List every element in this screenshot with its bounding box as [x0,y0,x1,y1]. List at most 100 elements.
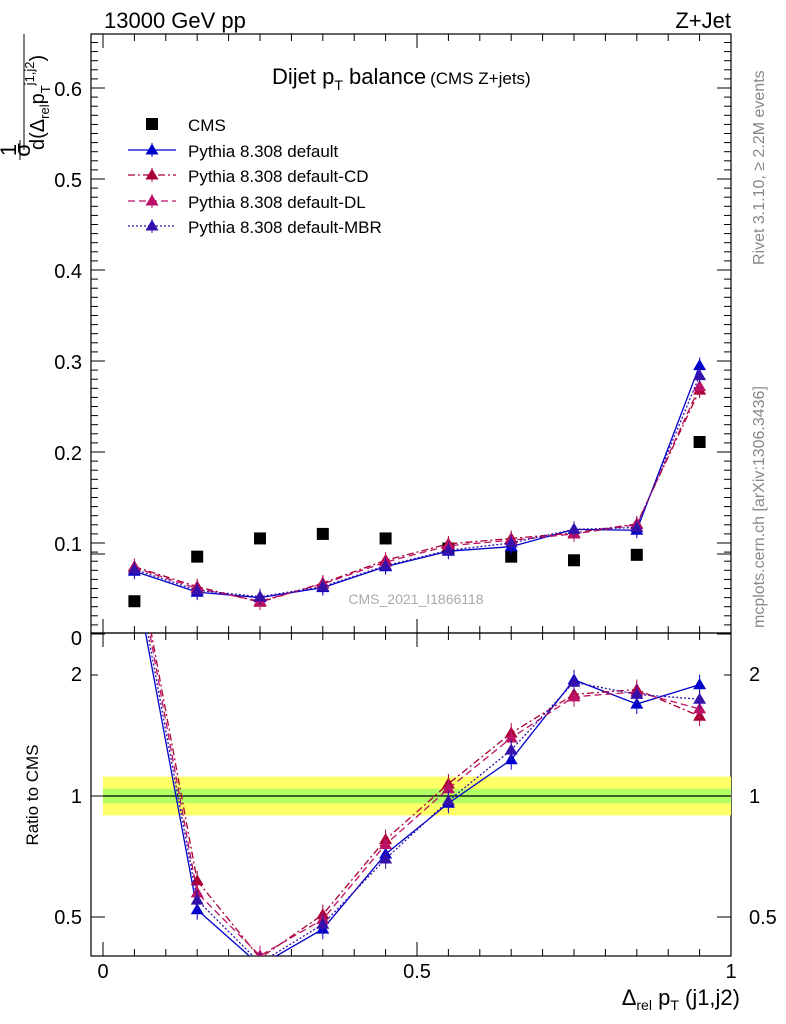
y-tick-label: 0.5 [54,170,82,192]
x-axis-label: Δrel pT (j1,j2) [622,985,740,1013]
y-axis-label: 1 σ dσ d(ΔrelpTj1,j2) [0,34,53,160]
data-point-cms [630,548,643,561]
data-point-cms [693,435,706,448]
ratio-point [504,731,518,743]
x-tick-label: 0.5 [403,961,431,983]
data-point [379,559,393,571]
data-point [693,359,707,371]
data-point-cms [128,595,141,608]
x-tick-label: 0 [97,961,108,983]
series-line [134,375,701,598]
series-1 [127,357,707,606]
x-tick-labels: 0 0.5 1 [97,961,736,983]
series-line [134,386,701,602]
ratio-point [190,874,204,886]
axis-ticks [91,34,732,956]
ratio-y-tick-label: 1 [71,786,82,808]
y-tick-label: 0.2 [54,443,82,465]
ratio-y-tick-label-right: 2 [749,664,760,686]
ratio-point [254,956,267,967]
legend-label-cms: CMS [188,116,226,135]
ratio-point [504,743,518,755]
ratio-point [379,852,393,864]
ratio-point [128,543,141,554]
data-point-cms [379,532,392,545]
ratio-point [693,692,707,704]
ratio-y-tick-label-right: 1 [749,786,760,808]
ratio-line [147,633,700,956]
ratio-line [149,633,700,956]
ratio-point [630,687,644,699]
ratio-y-tick-label: 0.5 [54,907,82,929]
legend-marker-cms [146,118,158,130]
ratio-series-4 [147,633,707,967]
ratio-point [316,917,330,929]
main-series [127,357,707,611]
ratio-point [379,837,393,849]
series-0 [128,435,706,608]
legend-marker [145,219,159,231]
data-point [316,580,330,592]
y-tick-label: 0.4 [54,261,82,283]
ratio-uncertainty-band [103,776,731,816]
svg-text:σ: σ [10,143,35,157]
mcplots-label: mcplots.cern.ch [arXiv:1306.3436] [751,386,768,628]
data-point-cms [568,554,580,567]
data-point-cms [254,532,266,545]
legend-label-default: Pythia 8.308 default [188,142,339,161]
main-plot-frame [90,33,732,634]
x-tick-label: 1 [725,961,736,983]
ratio-point [128,535,141,546]
y-tick-label: 0.3 [54,352,82,374]
ratio-line [150,633,700,956]
legend-marker [145,194,159,206]
legend-label-mbr: Pythia 8.308 default-MBR [188,218,382,237]
svg-text:d(ΔrelpTj1,j2): d(ΔrelpTj1,j2) [22,55,53,150]
data-point [630,521,644,533]
series-2 [127,382,707,611]
series-line [134,389,701,603]
ratio-y-tick-labels: 0.5 1 2 0.5 1 2 [54,664,777,929]
series-3 [127,378,707,610]
data-point [253,590,267,602]
y-tick-label: 0.6 [54,79,82,101]
header-left: 13000 GeV pp [104,8,246,33]
data-point-cms [316,527,329,540]
data-point-cms [505,550,518,563]
ratio-point [190,893,204,905]
legend-marker [145,143,159,155]
legend-label-dl: Pythia 8.308 default-DL [188,193,366,212]
ratio-point [693,678,707,690]
series-line [134,365,701,599]
svg-text:1: 1 [0,144,21,156]
legend: CMS Pythia 8.308 default Pythia 8.308 de… [128,116,382,237]
ratio-point [254,959,267,970]
rivet-label: Rivet 3.1.10, ≥ 2.2M events [751,70,768,265]
data-point [127,562,141,574]
ratio-y-axis-label: Ratio to CMS [23,744,42,845]
legend-marker [145,168,159,180]
data-point [190,583,204,595]
chart-title: Dijet pT balance (CMS Z+jets) [272,64,531,93]
ratio-point [256,949,264,956]
data-point [693,369,707,381]
ratio-point [567,690,581,702]
ratio-series [128,535,707,970]
data-point [567,522,581,534]
ratio-y-tick-label-right: 0.5 [749,907,777,929]
y-tick-label: 0.1 [54,534,82,556]
ratio-point [441,782,455,794]
series-4 [127,367,707,605]
y-tick-label-zero: 0 [71,628,82,650]
ratio-y-tick-label: 2 [71,664,82,686]
data-point [504,536,518,548]
analysis-watermark: CMS_2021_I1866118 [348,591,483,607]
data-point-cms [191,550,204,563]
ratio-group [128,535,707,970]
ratio-point [441,794,455,806]
header-right: Z+Jet [675,8,731,33]
data-point [441,543,455,555]
data-point [693,379,707,392]
legend-label-cd: Pythia 8.308 default-CD [188,167,369,186]
